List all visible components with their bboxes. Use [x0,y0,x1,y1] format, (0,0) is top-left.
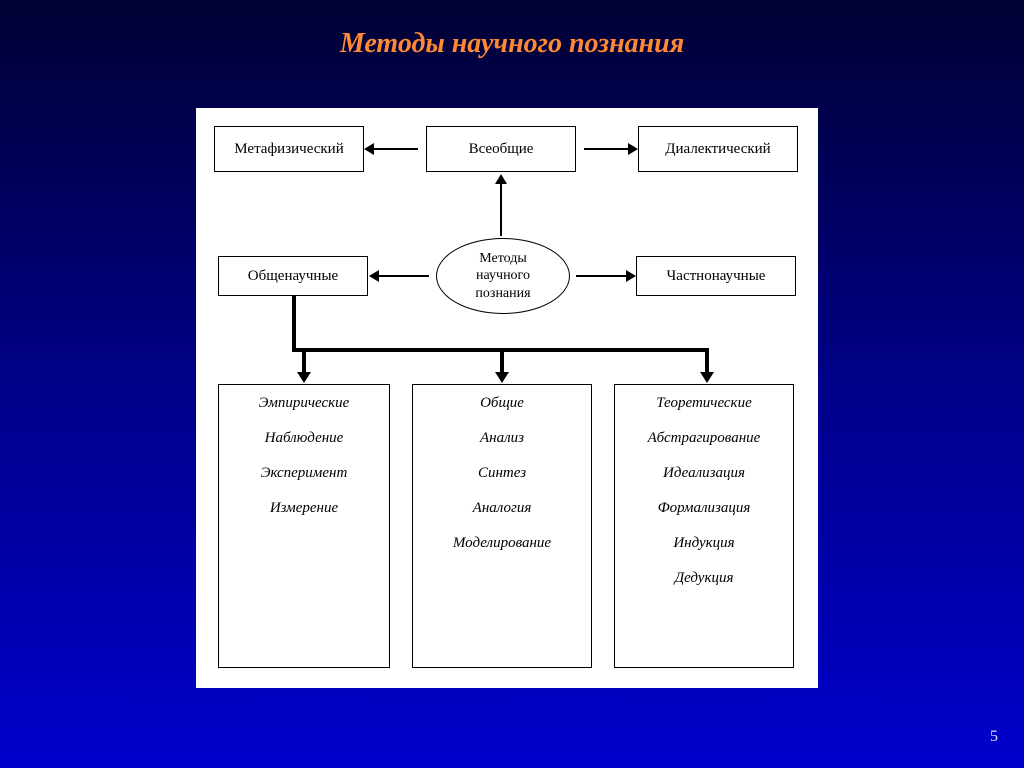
connector-drop [302,352,306,374]
column-item: Идеализация [615,465,793,482]
column-title: Эмпирические [219,395,389,412]
arrow-head-up-icon [495,174,507,184]
column-item: Формализация [615,500,793,517]
arrow-head-down-icon [495,372,509,383]
label: Метафизический [234,141,343,158]
arrow-head-left-icon [369,270,379,282]
box-private-scientific: Частнонаучные [636,256,796,296]
column-theoretical: Теоретические Абстрагирование Идеализаци… [614,384,794,668]
connector-drop [705,352,709,374]
column-item: Измерение [219,500,389,517]
label: Общенаучные [248,268,338,285]
center-ellipse: Методы научного познания [436,238,570,314]
column-item: Индукция [615,535,793,552]
arrow-head-right-icon [628,143,638,155]
arrow-head-down-icon [297,372,311,383]
column-general: Общие Анализ Синтез Аналогия Моделирован… [412,384,592,668]
column-item: Абстрагирование [615,430,793,447]
box-general-scientific: Общенаучные [218,256,368,296]
column-empirical: Эмпирические Наблюдение Эксперимент Изме… [218,384,390,668]
arrow-head-down-icon [700,372,714,383]
arrow-head-right-icon [626,270,636,282]
column-item: Эксперимент [219,465,389,482]
connector-v [292,296,296,350]
label: Всеобщие [469,141,534,158]
arrow-head-left-icon [364,143,374,155]
box-metaphysical: Метафизический [214,126,364,172]
ellipse-line: Методы [475,250,530,268]
ellipse-line: познания [475,285,530,303]
label: Диалектический [665,141,770,158]
arrow-line [584,148,628,150]
column-item: Моделирование [413,535,591,552]
column-item: Дедукция [615,570,793,587]
arrow-line [576,275,626,277]
label: Частнонаучные [667,268,766,285]
connector-drop [500,352,504,374]
page-number: 5 [990,728,998,746]
column-item: Синтез [413,465,591,482]
diagram-canvas: Метафизический Всеобщие Диалектический О… [196,108,818,688]
column-item: Наблюдение [219,430,389,447]
slide-title: Методы научного познания [0,0,1024,60]
box-universal: Всеобщие [426,126,576,172]
arrow-line [379,275,429,277]
column-title: Теоретические [615,395,793,412]
arrow-line [374,148,418,150]
column-item: Анализ [413,430,591,447]
arrow-line [500,184,502,236]
column-item: Аналогия [413,500,591,517]
box-dialectical: Диалектический [638,126,798,172]
ellipse-line: научного [475,267,530,285]
column-title: Общие [413,395,591,412]
